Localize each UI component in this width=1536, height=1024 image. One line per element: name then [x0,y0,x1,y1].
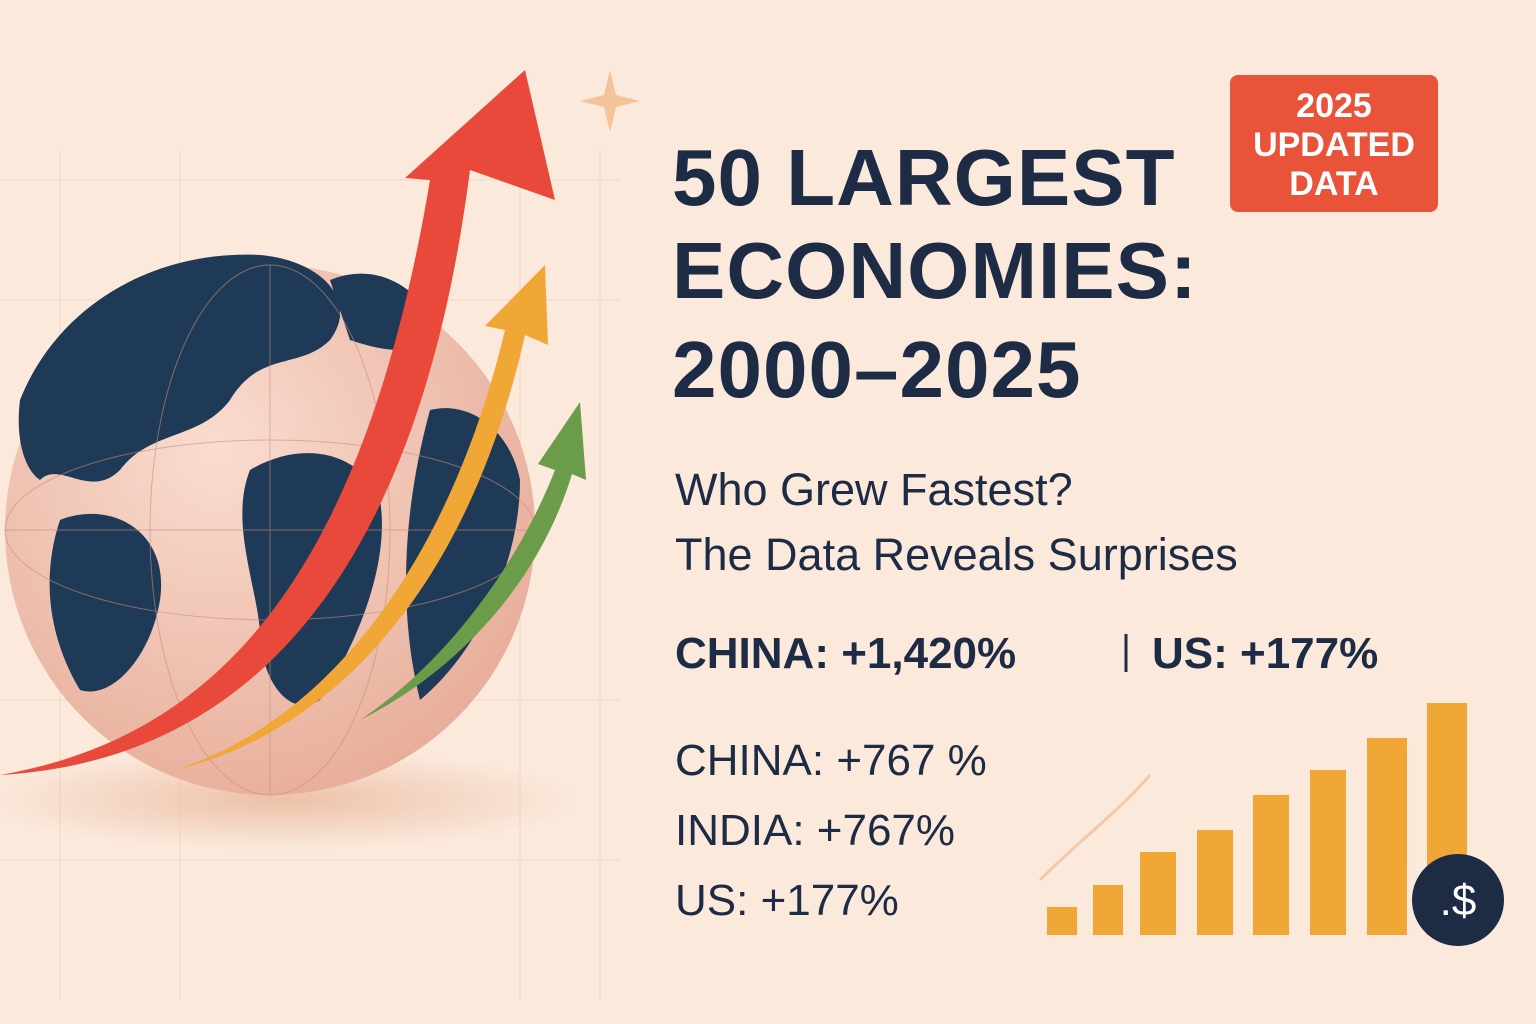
stat-line: INDIA: +767% [675,806,955,855]
sparkle [580,70,640,132]
subtitle-line: Who Grew Fastest? [675,464,1073,515]
coin-symbol: .$ [1440,876,1477,925]
subtitle-line: The Data Reveals Surprises [675,529,1238,580]
globe-shadow [0,750,580,850]
stat-line: US: +177% [675,876,899,925]
trend-arrow [1038,774,1152,882]
headline-stat: CHINA: +1,420% [675,629,1016,678]
arrow-yellow [175,265,548,770]
stat-line: CHINA: +767 % [675,736,987,785]
badge-line: UPDATED [1253,126,1415,164]
badge-line: 2025 [1296,87,1372,125]
headline-stat: US: +177% [1152,629,1378,678]
arrow-red [0,70,555,775]
title-line: ECONOMIES: [672,226,1198,315]
title-line: 50 LARGEST [672,133,1175,222]
arrow-green [360,402,586,720]
badge [1230,75,1438,212]
coin [1412,854,1504,946]
badge-line: DATA [1289,165,1378,203]
title-line: 2000–2025 [672,325,1081,414]
